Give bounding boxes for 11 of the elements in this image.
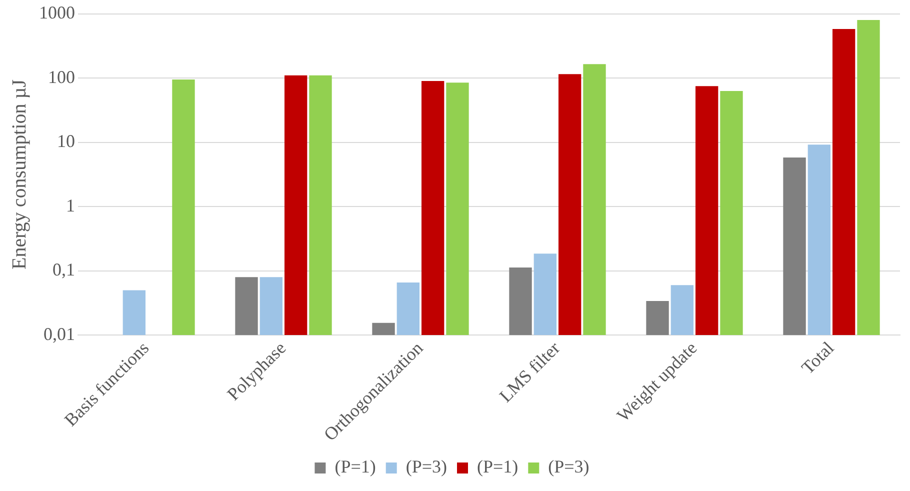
legend-label: (P=1) — [477, 456, 518, 477]
y-tick-label: 100 — [48, 66, 75, 87]
y-tick-label: 10 — [57, 131, 75, 152]
y-tick-label: 0,01 — [44, 324, 75, 344]
y-tick-label: 1000 — [39, 2, 75, 23]
legend-label: (P=3) — [406, 456, 448, 477]
y-tick-label: 1 — [66, 195, 75, 216]
legend-label: (P=1) — [334, 456, 376, 477]
y-tick-label: 0,1 — [52, 260, 75, 280]
y-axis-title: Energy consumption µJ — [8, 79, 30, 270]
legend-label: (P=3) — [548, 456, 590, 477]
